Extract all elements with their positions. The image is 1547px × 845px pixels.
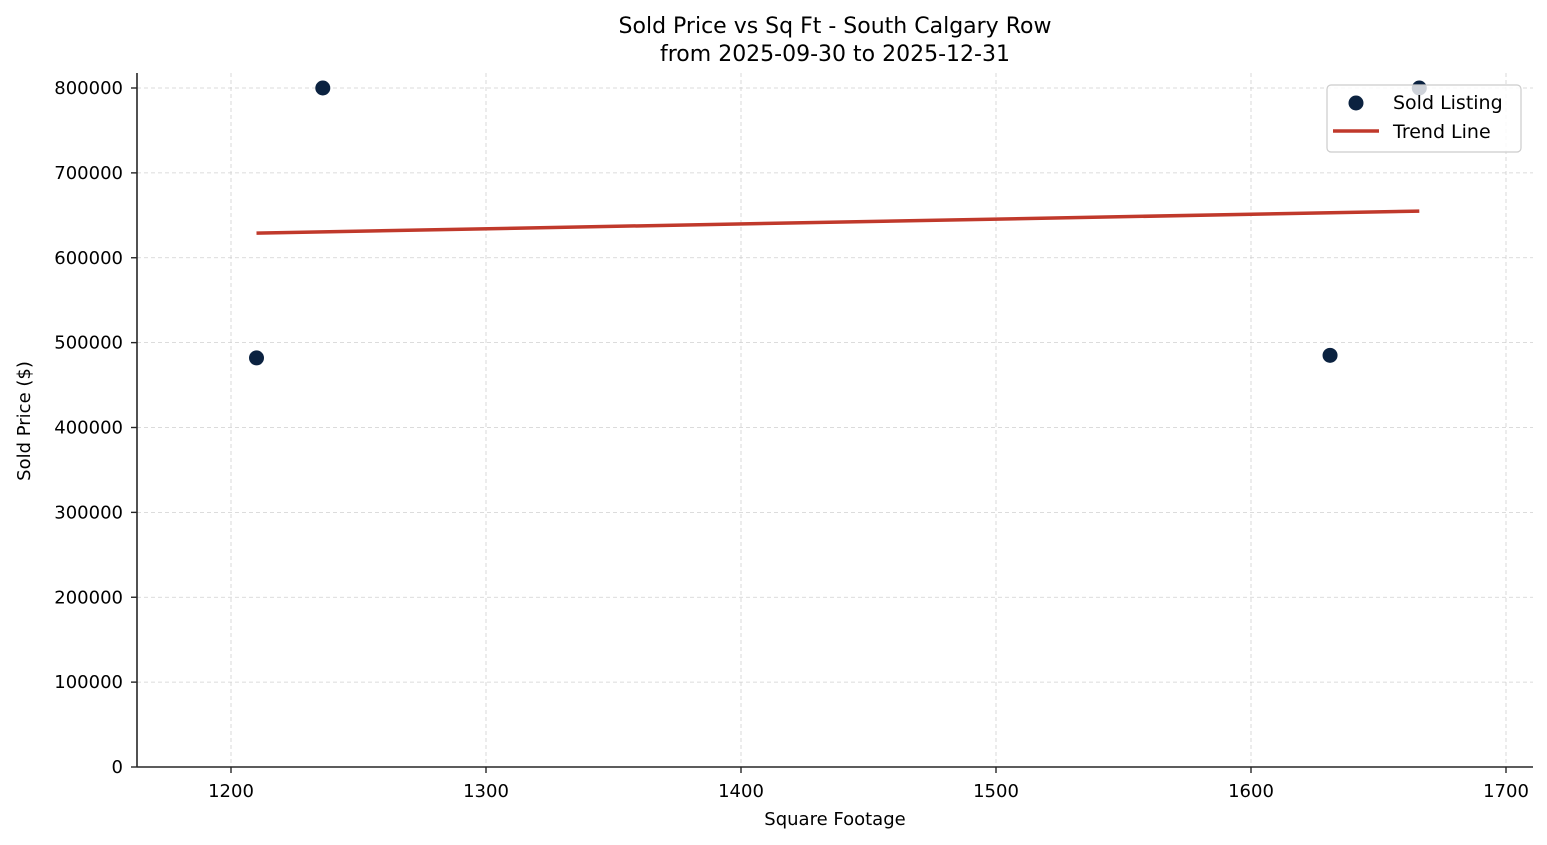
grid-lines [137, 73, 1533, 767]
x-tick-label: 1500 [973, 781, 1019, 802]
chart-subtitle: from 2025-09-30 to 2025-12-31 [660, 42, 1010, 67]
y-tick-label: 200000 [54, 587, 123, 608]
legend: Sold Listing Trend Line [1326, 84, 1522, 153]
x-tick-label: 1700 [1483, 781, 1529, 802]
y-tick-label: 500000 [54, 333, 123, 354]
x-tick-label: 1400 [718, 781, 764, 802]
x-tick-label: 1200 [208, 781, 254, 802]
y-tick-label: 400000 [54, 418, 123, 439]
chart-title: Sold Price vs Sq Ft - South Calgary Row [619, 14, 1052, 39]
y-axis-label: Sold Price ($) [14, 361, 35, 481]
trend-line [256, 209, 1420, 235]
y-tick-label: 100000 [54, 672, 123, 693]
data-point [249, 350, 264, 366]
y-tick-label: 800000 [54, 78, 123, 99]
x-axis-ticks: 1200 1300 1400 1500 1600 1700 [208, 767, 1529, 802]
plot-series [249, 80, 1427, 366]
legend-label-sold-listing: Sold Listing [1393, 92, 1503, 114]
y-axis-ticks: 0 100000 200000 300000 400000 500000 600000 700… [54, 78, 137, 778]
y-tick-label: 300000 [54, 502, 123, 523]
legend-label-trend-line: Trend Line [1392, 121, 1491, 143]
legend-scatter-marker-icon [1348, 95, 1364, 111]
x-axis-label: Square Footage [764, 809, 905, 830]
x-tick-label: 1600 [1228, 781, 1274, 802]
y-tick-label: 700000 [54, 163, 123, 184]
y-tick-label: 0 [112, 757, 123, 778]
data-point [1322, 347, 1338, 363]
x-tick-label: 1300 [463, 781, 509, 802]
data-point [315, 80, 331, 96]
legend-box [1326, 84, 1522, 153]
y-tick-label: 600000 [54, 248, 123, 269]
